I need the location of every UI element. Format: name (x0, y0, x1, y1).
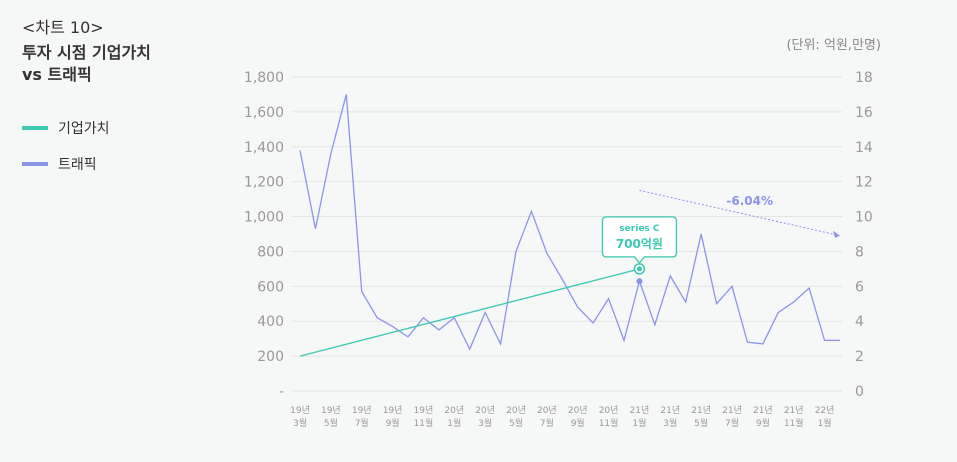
y-left-tick-label: 400 (257, 314, 284, 330)
legend-item-enterprise-value: 기업가치 (22, 118, 110, 138)
series-line-enterprise-value (299, 268, 640, 357)
y-left-tick-label: 200 (257, 349, 284, 365)
x-tick-label-month: 3월 (663, 417, 677, 429)
x-tick-label-month: 9월 (386, 417, 400, 429)
x-tick-label-year: 20년 (506, 405, 526, 416)
trend-line (639, 189, 837, 236)
legend-swatch-traffic (22, 162, 48, 166)
y-right-tick-label: 2 (855, 349, 864, 365)
y-left-tick-label: 600 (257, 279, 284, 295)
legend-label-traffic: 트래픽 (58, 157, 97, 173)
chart-number: <차트 10> (22, 18, 104, 37)
callout-title: series C (619, 224, 660, 234)
x-tick-label-year: 21년 (691, 405, 711, 416)
x-tick-label-year: 20년 (537, 405, 557, 416)
legend-item-traffic: 트래픽 (22, 154, 110, 174)
trend-arrowhead (833, 230, 840, 238)
x-tick-label-year: 19년 (290, 405, 310, 416)
y-left-tick-label: 1,600 (244, 105, 284, 121)
x-tick-label-year: 21년 (630, 405, 650, 416)
x-tick-label-year: 20년 (475, 405, 495, 416)
x-tick-label-month: 9월 (571, 417, 585, 429)
x-tick-label-year: 20년 (568, 405, 588, 416)
chart-title-line2: vs 트래픽 (22, 65, 92, 84)
x-tick-label-month: 1월 (632, 417, 646, 429)
y-left-tick-label: 1,400 (244, 140, 284, 156)
x-tick-label-month: 11월 (414, 417, 434, 429)
series-line-traffic (299, 94, 840, 351)
x-tick-label-month: 7월 (540, 417, 554, 429)
x-tick-label-year: 20년 (444, 405, 464, 416)
x-tick-label-year: 21년 (753, 405, 773, 416)
y-right-tick-label: 14 (855, 140, 873, 156)
x-tick-label-month: 11월 (599, 417, 619, 429)
y-left-tick-label: 800 (257, 244, 284, 260)
x-tick-label-year: 21년 (784, 405, 804, 416)
y-right-tick-label: 6 (855, 279, 864, 295)
x-tick-label-year: 20년 (599, 405, 619, 416)
y-right-tick-label: 0 (855, 384, 864, 400)
enterprise-value-point-inner (636, 266, 642, 272)
x-tick-label-month: 3월 (478, 417, 492, 429)
legend-label-enterprise-value: 기업가치 (58, 121, 110, 137)
legend-swatch-enterprise-value (22, 126, 48, 130)
y-left-tick-label: 1,800 (244, 70, 284, 86)
chart-title-block: <차트 10> 투자 시점 기업가치 vs 트래픽 (22, 14, 172, 86)
x-tick-label-month: 3월 (293, 417, 307, 429)
chart-title: 투자 시점 기업가치 vs 트래픽 (22, 42, 172, 86)
x-tick-label-year: 19년 (383, 405, 403, 416)
x-tick-label-month: 1월 (447, 417, 461, 429)
y-right-tick-label: 12 (855, 175, 873, 191)
y-right-tick-label: 8 (855, 244, 864, 260)
y-left-tick-label: 1,200 (244, 175, 284, 191)
legend: 기업가치 트래픽 (22, 118, 110, 190)
x-tick-label-month: 7월 (725, 417, 739, 429)
x-tick-label-month: 1월 (818, 417, 832, 429)
x-tick-label-month: 7월 (355, 417, 369, 429)
x-tick-label-year: 21년 (722, 405, 742, 416)
traffic-point-highlight (636, 278, 643, 285)
x-tick-label-month: 9월 (756, 417, 770, 429)
trend-label: -6.04% (726, 194, 773, 208)
unit-label: (단위: 억원,만명) (786, 38, 881, 53)
x-tick-label-month: 5월 (694, 417, 708, 429)
y-right-tick-label: 18 (855, 70, 873, 86)
x-tick-label-year: 19년 (321, 405, 341, 416)
x-tick-label-year: 19년 (414, 405, 434, 416)
y-left-tick-label: - (279, 384, 284, 400)
x-tick-label-year: 19년 (352, 405, 372, 416)
y-left-tick-label: 1,000 (244, 210, 284, 226)
x-tick-label-month: 5월 (509, 417, 523, 429)
x-tick-label-month: 5월 (324, 417, 338, 429)
callout-box (601, 216, 678, 264)
callout-value: 700억원 (616, 237, 663, 251)
y-right-tick-label: 16 (855, 105, 873, 121)
x-tick-label-year: 22년 (815, 405, 835, 416)
y-right-tick-label: 10 (855, 210, 873, 226)
x-tick-label-year: 21년 (660, 405, 680, 416)
x-tick-label-month: 11월 (784, 417, 804, 429)
y-right-tick-label: 4 (855, 314, 864, 330)
chart-title-line1: 투자 시점 기업가치 (22, 43, 151, 62)
